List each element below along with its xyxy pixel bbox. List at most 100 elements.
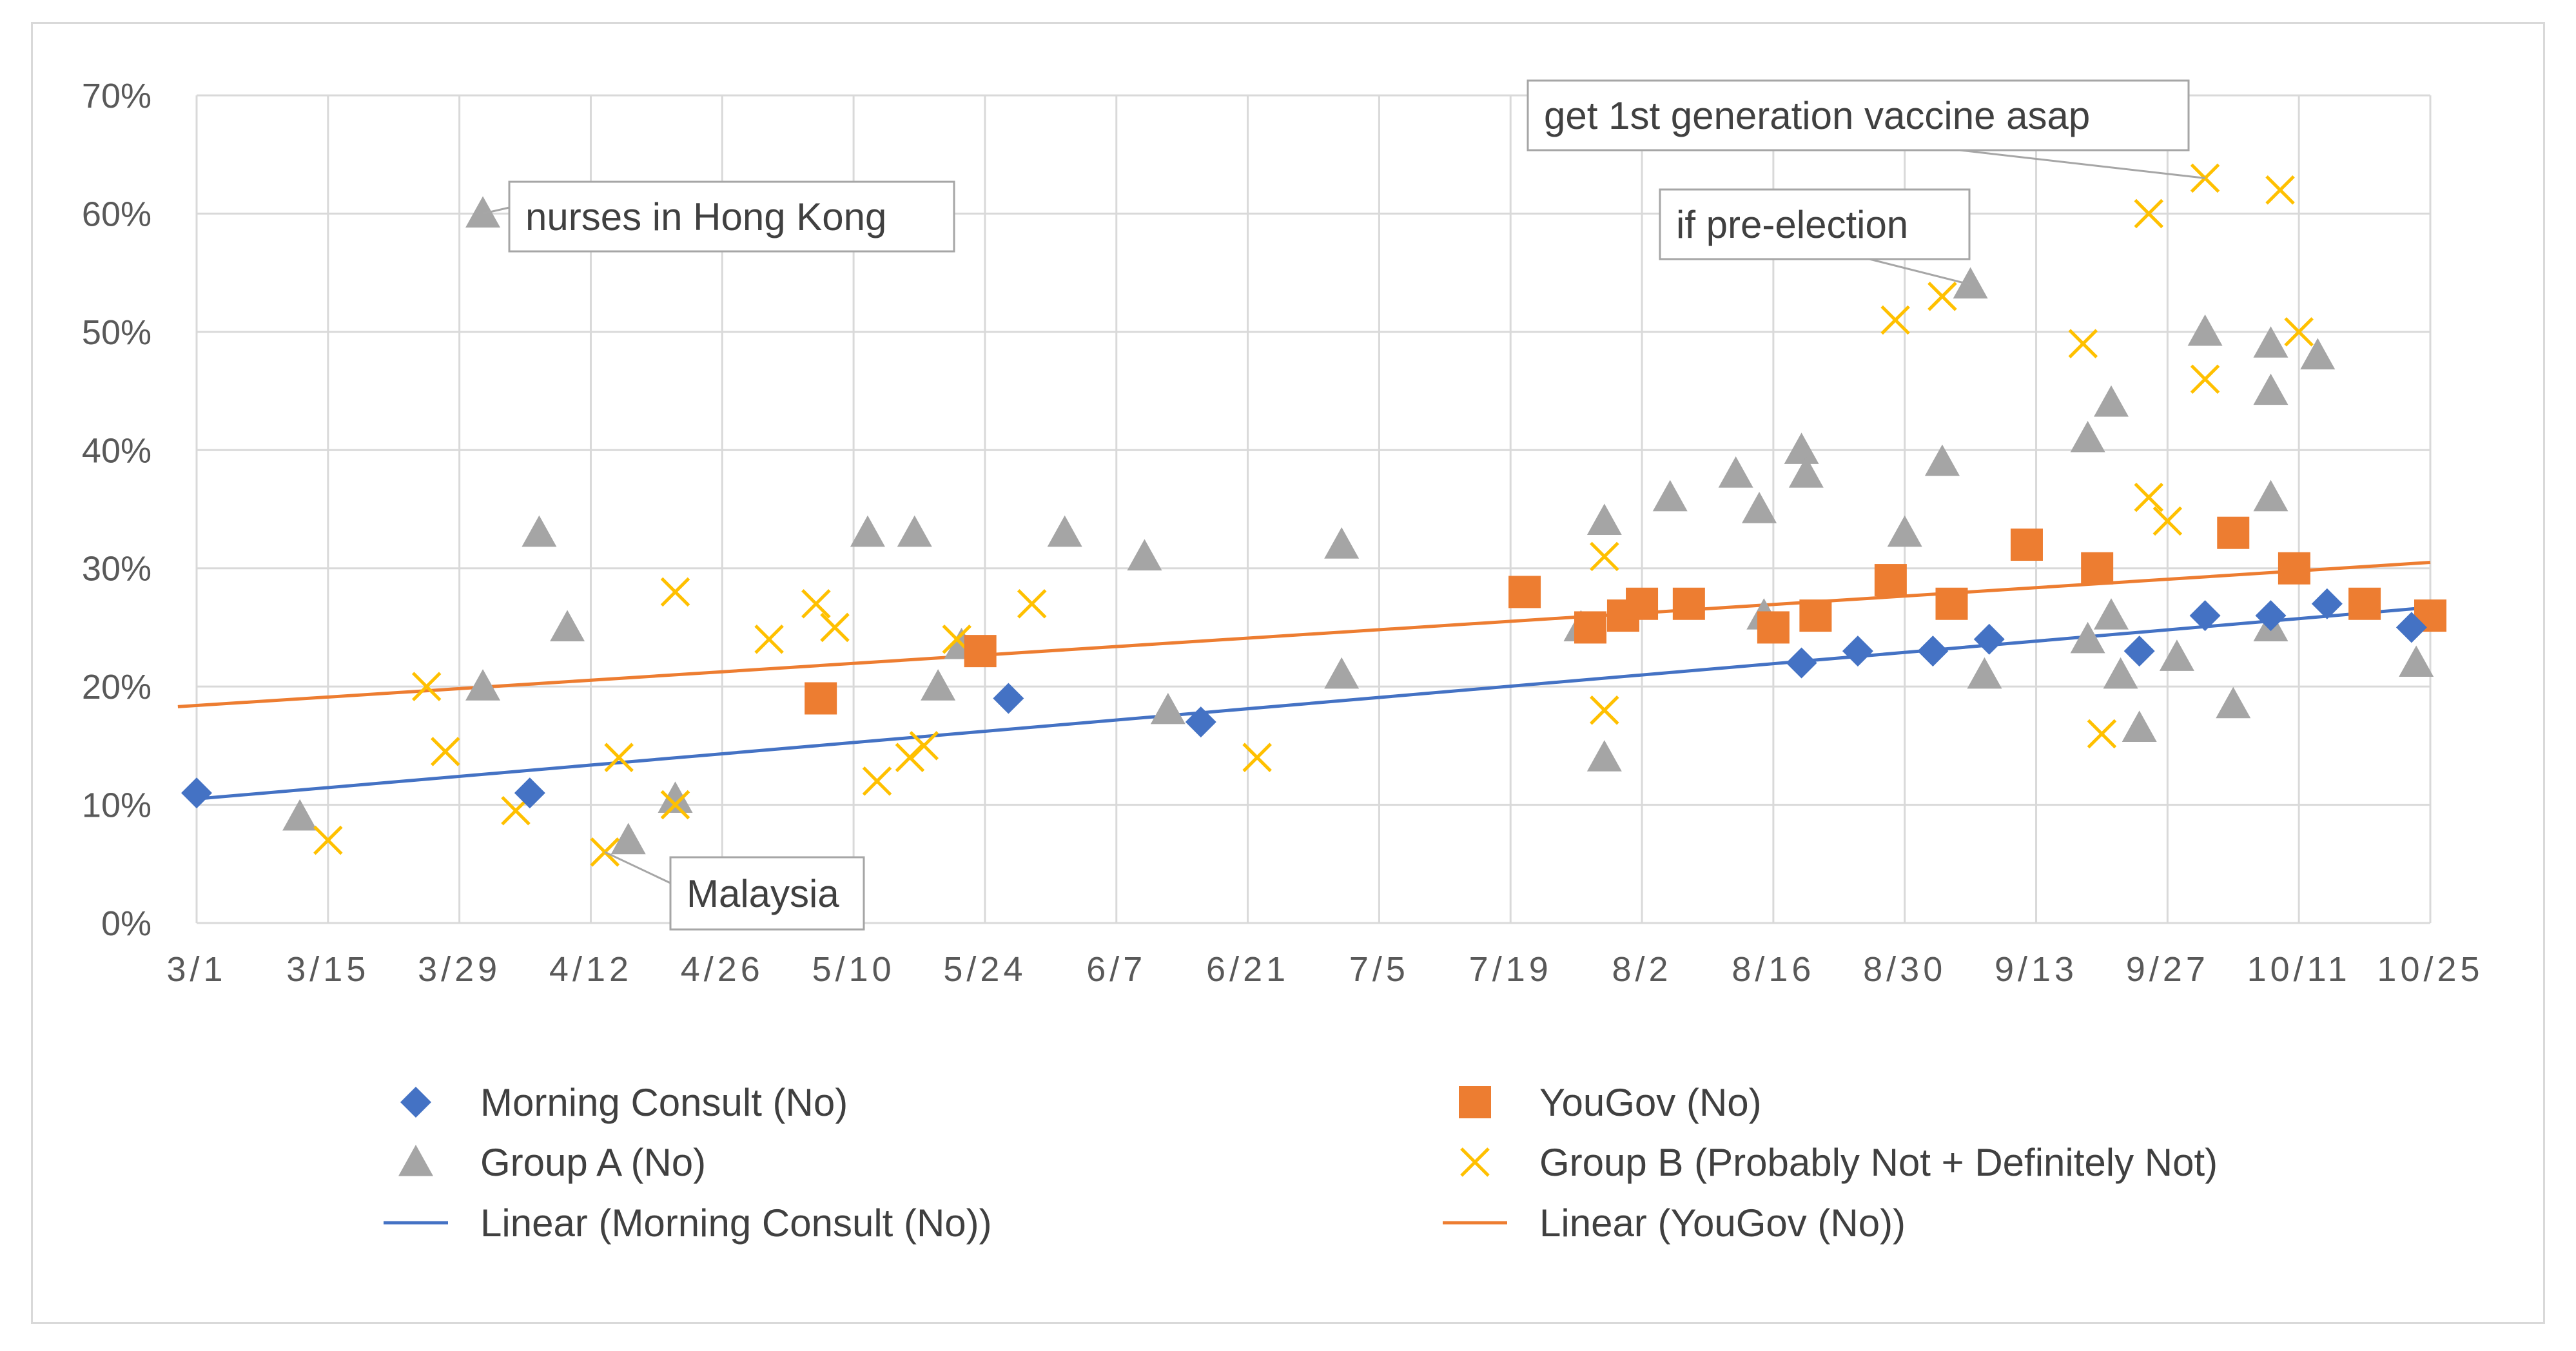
group-a-point — [2122, 710, 2157, 742]
group-a-point — [2399, 645, 2434, 677]
morning-consult-point — [514, 777, 545, 809]
legend-label: Morning Consult (No) — [480, 1081, 848, 1124]
group-a-point — [1718, 456, 1753, 488]
morning-consult-point — [1973, 623, 2005, 655]
group-b-point-stroke — [1242, 743, 1272, 772]
group-b-point — [604, 743, 634, 772]
group-a-point — [1047, 515, 1082, 547]
morning-consult-point — [1786, 647, 1817, 679]
yougov-point — [1935, 587, 1968, 620]
group-b-point — [2087, 719, 2117, 749]
data-markers — [181, 163, 2446, 867]
group-a-point — [2094, 598, 2129, 630]
yougov-point — [1508, 576, 1541, 608]
group-b-point — [1927, 282, 1957, 311]
annotation-leader — [1959, 149, 2205, 179]
group-b-point-stroke — [1590, 541, 1619, 572]
legend-label: YouGov (No) — [1539, 1081, 1762, 1124]
group-b-point — [801, 588, 831, 619]
y-tick-label: 50% — [82, 313, 151, 352]
group-b-point-stroke — [431, 737, 460, 766]
group-a-point — [2216, 686, 2251, 719]
yougov-point — [1757, 611, 1790, 644]
group-b-point-stroke — [2152, 506, 2183, 536]
group-b-point — [1880, 305, 1910, 335]
legend-label: Linear (YouGov (No)) — [1539, 1201, 1906, 1245]
group-b-point-stroke — [313, 825, 343, 855]
annotation-box — [508, 180, 955, 253]
yougov-point — [1672, 587, 1705, 620]
group-b-point-stroke — [801, 588, 831, 619]
group-a-point — [1127, 539, 1162, 570]
group-a-point — [2300, 338, 2336, 370]
morning-consult-point — [1185, 706, 1216, 738]
annotation-leader — [482, 206, 510, 215]
legend-swatch-diamond — [400, 1087, 431, 1118]
group-b-point — [313, 825, 343, 855]
y-tick-label: 10% — [82, 786, 151, 825]
x-tick-label: 3/15 — [286, 950, 369, 989]
x-tick-label: 7/19 — [1469, 950, 1552, 989]
morning-consult-point — [2123, 636, 2155, 667]
group-a-point — [1586, 503, 1622, 535]
group-b-point-stroke — [2068, 329, 2098, 358]
x-tick-label: 9/13 — [1995, 950, 2078, 989]
group-b-point — [2134, 199, 2164, 229]
y-tick-label: 0% — [101, 904, 151, 943]
group-b-point-stroke — [1880, 305, 1910, 335]
group-b-point — [1242, 743, 1272, 772]
annotation-label: get 1st generation vaccine asap — [1544, 94, 2090, 137]
group-a-point — [850, 515, 885, 547]
group-a-point — [1788, 456, 1824, 488]
group-b-point — [2190, 364, 2220, 394]
group-b-point-stroke — [1927, 282, 1957, 311]
annotation-leader — [1869, 258, 1971, 286]
group-b-point — [411, 672, 442, 701]
morning-consult-point — [993, 683, 1024, 714]
x-tick-label: 9/27 — [2126, 950, 2209, 989]
legend-label: Linear (Morning Consult (No)) — [480, 1201, 992, 1245]
morning-consult-trendline — [196, 605, 2431, 801]
group-b-point-stroke — [660, 790, 690, 820]
group-a-point — [465, 196, 501, 228]
group-a-point — [2094, 385, 2129, 417]
x-tick-label: 4/12 — [549, 950, 632, 989]
x-tick-label: 10/11 — [2247, 950, 2351, 989]
morning-consult-point — [2255, 600, 2287, 632]
yougov-point — [2081, 552, 2114, 585]
y-tick-label: 40% — [82, 431, 151, 470]
group-b-point-stroke — [2190, 364, 2220, 394]
group-b-point — [2068, 329, 2098, 358]
yougov-point — [1574, 611, 1606, 644]
trendlines — [177, 561, 2431, 801]
group-a-point — [1324, 527, 1360, 559]
annotation-label: if pre-election — [1676, 203, 1908, 246]
annotation-box — [1527, 79, 2190, 151]
group-a-point — [1784, 433, 1819, 464]
x-tick-label: 5/24 — [943, 950, 1026, 989]
group-b-point — [2284, 317, 2314, 347]
annotations: nurses in Hong Kong Malaysia if pre-electi… — [482, 79, 2205, 931]
group-b-point-stroke — [2265, 175, 2295, 205]
group-b-point-stroke — [2134, 199, 2164, 229]
legend-label: Group B (Probably Not + Definitely Not) — [1539, 1141, 2218, 1184]
group-a-point — [2187, 314, 2223, 346]
group-b-point-stroke — [660, 577, 690, 607]
group-b-point-stroke — [2284, 317, 2314, 347]
group-a-point — [522, 515, 557, 547]
group-b-point — [909, 731, 939, 761]
group-b-point-stroke — [411, 672, 442, 701]
group-a-point — [1742, 492, 1777, 523]
group-b-point-stroke — [909, 731, 939, 761]
group-a-point — [1887, 515, 1922, 547]
group-a-point — [1652, 480, 1688, 512]
group-a-point — [465, 669, 501, 701]
y-tick-label: 70% — [82, 77, 151, 115]
morning-consult-point — [2189, 600, 2221, 632]
group-a-point — [282, 799, 318, 831]
yougov-point — [2217, 516, 2250, 549]
group-a-point — [2159, 639, 2194, 671]
group-a-point — [2103, 657, 2138, 689]
x-tick-label: 4/26 — [681, 950, 764, 989]
y-tick-label: 20% — [82, 668, 151, 706]
